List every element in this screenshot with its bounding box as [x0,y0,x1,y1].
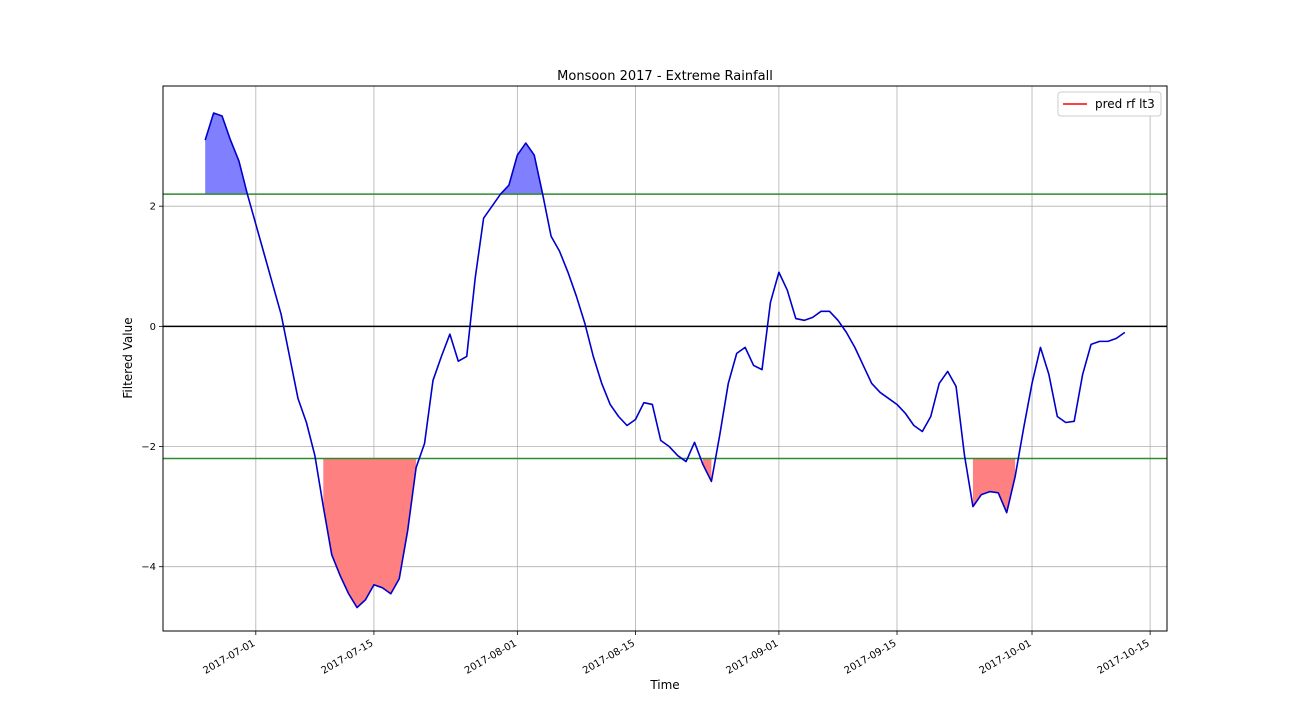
y-tick-label: 2 [150,202,156,213]
y-tick-label: −2 [141,442,156,453]
reference-lines [163,193,1167,460]
series-layer [204,112,1126,609]
below-threshold-fill [972,458,1016,513]
chart-title: Monsoon 2017 - Extreme Rainfall [557,69,773,84]
y-axis-label: Filtered Value [121,317,135,398]
legend: pred rf lt3 [1057,91,1162,117]
legend-label: pred rf lt3 [1095,97,1155,111]
plot-frame [162,85,1168,632]
legend-box [1057,91,1162,117]
y-tick-label: −4 [141,562,156,573]
x-axis-label: Time [649,678,679,692]
below-threshold-fill [323,458,417,608]
series-line-pred-rf-lt3 [204,112,1126,609]
above-threshold-fill [500,143,543,195]
above-threshold-fill [205,113,248,195]
extreme-fills [205,113,1016,608]
y-tick-label: 0 [150,322,156,333]
